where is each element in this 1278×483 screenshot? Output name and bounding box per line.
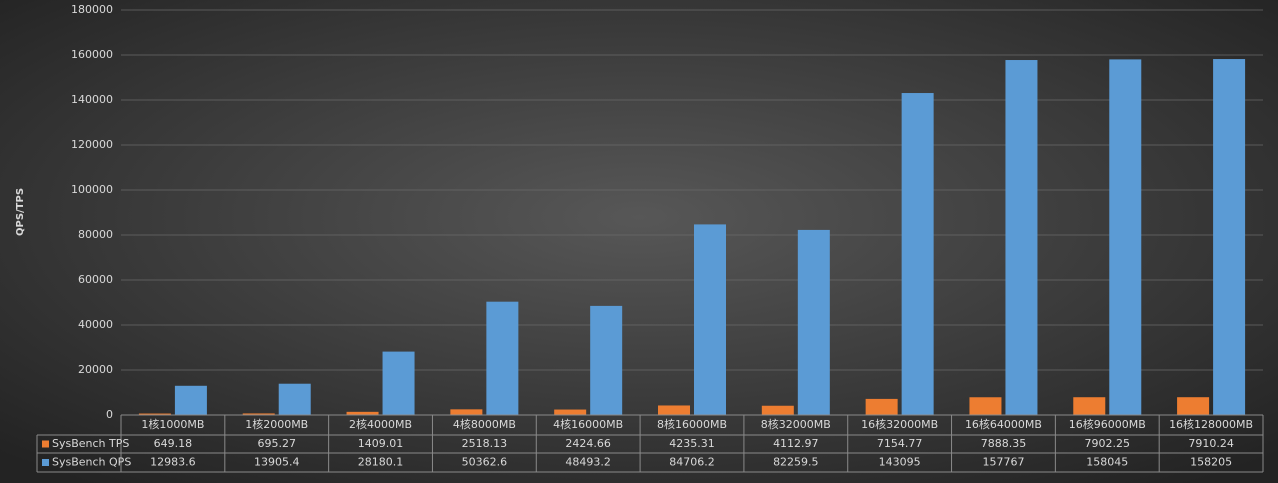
table-cell: 82259.5 xyxy=(773,456,819,469)
table-cell: 4112.97 xyxy=(773,437,819,450)
bar xyxy=(797,229,830,415)
bar xyxy=(590,305,623,415)
y-tick-label: 180000 xyxy=(71,3,113,16)
bar xyxy=(1073,397,1106,415)
legend-label: SysBench TPS xyxy=(52,437,129,450)
x-tick-label: 4核16000MB xyxy=(553,417,623,431)
y-axis-label: QPS/TPS xyxy=(15,188,26,236)
y-tick-label: 40000 xyxy=(78,318,113,331)
x-tick-label: 1核1000MB xyxy=(141,417,204,431)
bar xyxy=(382,351,415,415)
table-cell: 158205 xyxy=(1190,456,1232,469)
bar xyxy=(278,383,311,415)
bar xyxy=(1109,59,1142,416)
table-cell: 84706.2 xyxy=(669,456,715,469)
table-cell: 12983.6 xyxy=(150,456,196,469)
bar xyxy=(1005,60,1038,415)
table-cell: 28180.1 xyxy=(358,456,404,469)
table-cell: 7154.77 xyxy=(877,437,923,450)
bar xyxy=(346,411,379,415)
bar xyxy=(761,405,794,415)
bar xyxy=(1213,59,1246,415)
legend-key xyxy=(42,459,49,466)
table-cell: 1409.01 xyxy=(358,437,404,450)
x-tick-label: 8核32000MB xyxy=(761,417,831,431)
bar xyxy=(1177,397,1210,415)
table-cell: 48493.2 xyxy=(565,456,611,469)
x-tick-label: 1核2000MB xyxy=(245,417,308,431)
bar xyxy=(174,385,207,415)
bar xyxy=(242,413,275,415)
table-cell: 50362.6 xyxy=(462,456,508,469)
y-tick-label: 60000 xyxy=(78,273,113,286)
y-tick-label: 0 xyxy=(106,408,113,421)
x-tick-label: 4核8000MB xyxy=(453,417,516,431)
y-tick-label: 140000 xyxy=(71,93,113,106)
table-cell: 7888.35 xyxy=(981,437,1027,450)
bar xyxy=(865,398,898,415)
y-tick-label: 160000 xyxy=(71,48,113,61)
table-cell: 2518.13 xyxy=(462,437,508,450)
x-tick-label: 16核128000MB xyxy=(1169,417,1253,431)
table-cell: 13905.4 xyxy=(254,456,300,469)
table-cell: 143095 xyxy=(879,456,921,469)
x-tick-label: 8核16000MB xyxy=(657,417,727,431)
bar xyxy=(969,397,1002,415)
x-tick-label: 2核4000MB xyxy=(349,417,412,431)
bar xyxy=(658,405,690,415)
x-tick-label: 16核64000MB xyxy=(965,417,1042,431)
table-cell: 157767 xyxy=(982,456,1024,469)
table-cell: 695.27 xyxy=(257,437,296,450)
table-cell: 7902.25 xyxy=(1085,437,1131,450)
bar xyxy=(486,301,519,415)
y-tick-label: 20000 xyxy=(78,363,113,376)
table-cell: 7910.24 xyxy=(1188,437,1234,450)
bar xyxy=(901,93,934,415)
legend-label: SysBench QPS xyxy=(52,456,131,469)
table-cell: 158045 xyxy=(1086,456,1128,469)
x-tick-label: 16核32000MB xyxy=(861,417,938,431)
y-tick-label: 120000 xyxy=(71,138,113,151)
table-cell: 2424.66 xyxy=(565,437,611,450)
y-tick-label: 80000 xyxy=(78,228,113,241)
table-cell: 649.18 xyxy=(154,437,193,450)
bar xyxy=(138,413,171,415)
table-cell: 4235.31 xyxy=(669,437,715,450)
bar xyxy=(694,224,726,415)
bar xyxy=(554,409,587,415)
x-tick-label: 16核96000MB xyxy=(1069,417,1146,431)
bar xyxy=(450,409,483,415)
y-tick-label: 100000 xyxy=(71,183,113,196)
legend-key xyxy=(42,440,49,448)
